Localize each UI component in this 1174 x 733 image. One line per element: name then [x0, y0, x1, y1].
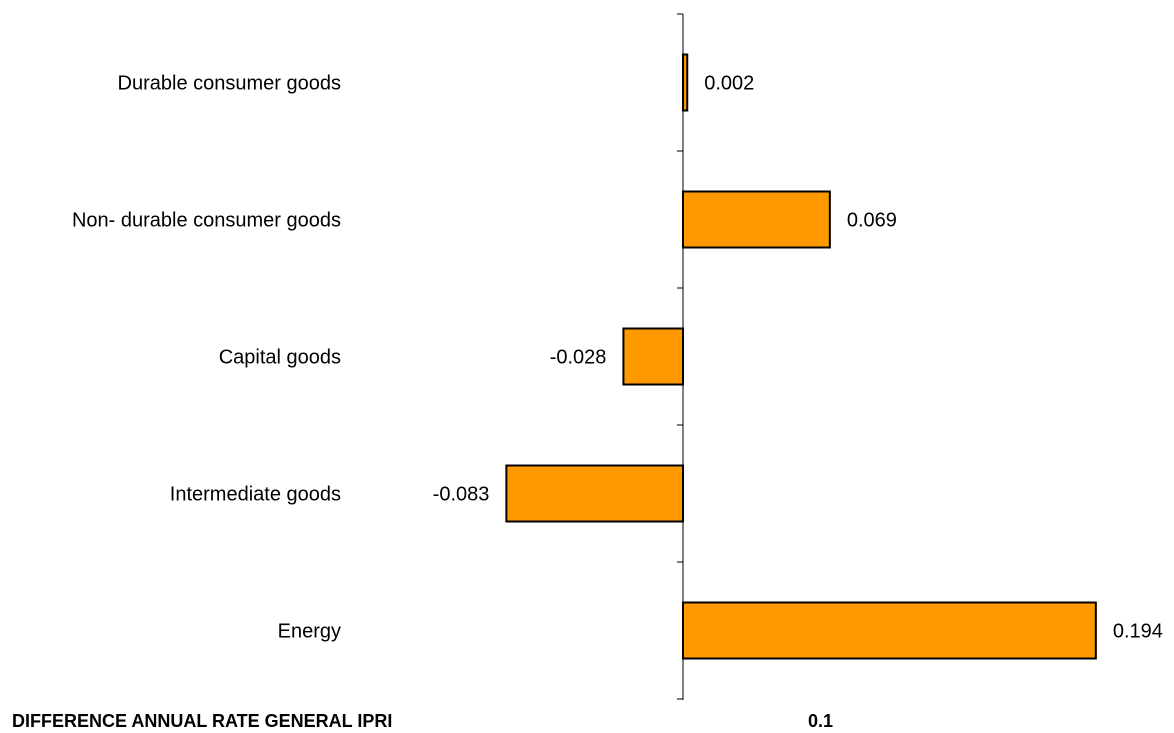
- bar: [622, 327, 685, 386]
- value-label: 0.069: [847, 210, 897, 232]
- value-label: -0.083: [433, 484, 490, 506]
- bar: [682, 53, 689, 112]
- value-label: 0.194: [1113, 621, 1163, 643]
- footer-label: DIFFERENCE ANNUAL RATE GENERAL IPRI: [12, 711, 392, 731]
- bars-group: [505, 53, 1097, 660]
- category-label: Durable consumer goods: [118, 73, 341, 95]
- bar: [682, 190, 831, 249]
- bar: [505, 464, 684, 523]
- category-labels: Durable consumer goods Non- durable consu…: [72, 73, 341, 643]
- axis-ticks: [677, 13, 683, 700]
- footer-value: 0.1: [808, 711, 833, 731]
- category-label: Non- durable consumer goods: [72, 210, 341, 232]
- category-label: Energy: [278, 621, 341, 643]
- category-label: Capital goods: [219, 347, 341, 369]
- value-label: -0.028: [550, 347, 607, 369]
- value-label: 0.002: [704, 73, 754, 95]
- category-label: Intermediate goods: [170, 484, 341, 506]
- bar: [682, 601, 1097, 660]
- value-labels: 0.002 0.069 -0.028 -0.083 0.194: [433, 73, 1163, 643]
